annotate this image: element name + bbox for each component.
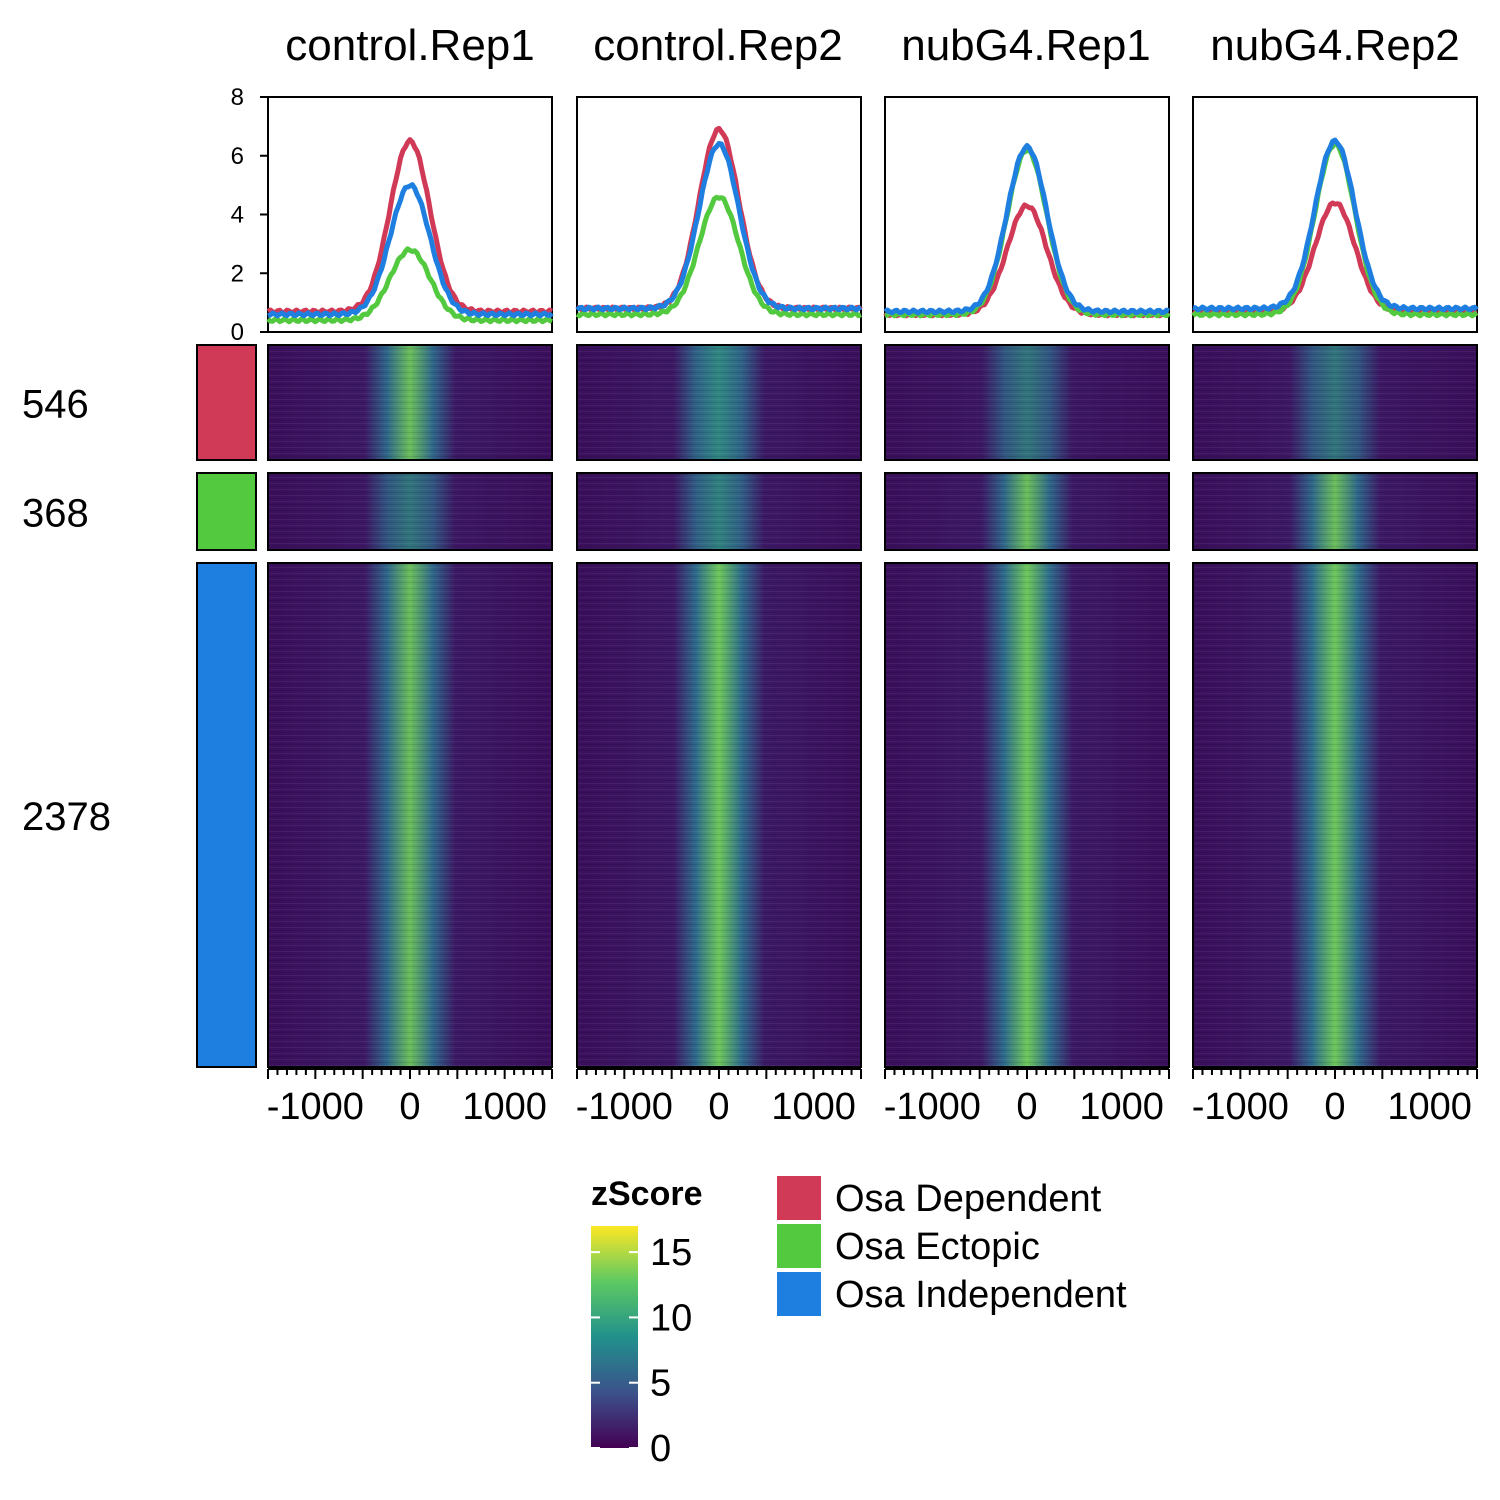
heatmap-row-texture [1193,563,1477,1067]
heatmap-panel [267,562,553,1068]
colorbar-tick-label: 15 [650,1232,692,1274]
profile-line [266,246,554,325]
heatmap-panel [1192,562,1478,1068]
x-tick-label: 1000 [771,1086,856,1128]
colorbar-tick-label: 5 [650,1363,671,1405]
y-tick-label: 6 [231,143,244,170]
x-tick-label: 1000 [462,1086,547,1128]
heatmap-row-texture [885,345,1169,460]
heatmap-row-texture [577,563,861,1067]
profile-line [575,194,862,319]
heatmap-frame [1192,344,1478,461]
profile-panel [1191,96,1479,333]
heatmap-panel [576,472,862,551]
legend-label: Osa Ectopic [835,1226,1040,1268]
colorbar-tick-label: 0 [650,1428,671,1470]
sample-title: nubG4.Rep2 [1210,21,1460,70]
heatmap-row-texture [1193,345,1477,460]
y-tick-label: 0 [231,319,244,346]
legend-swatch [777,1176,821,1220]
x-tick-label: 1000 [1387,1086,1472,1128]
x-tick-label: 0 [399,1086,420,1128]
y-tick-label: 4 [231,202,244,229]
x-tick-label: -1000 [1192,1086,1289,1128]
x-tick-label: 0 [708,1086,729,1128]
heatmap-panel [1192,344,1478,461]
heatmap-row-texture [885,473,1169,550]
heatmap-frame [267,472,553,551]
colorbar-gradient [591,1226,638,1448]
y-tick-label: 8 [231,84,244,111]
profile-frame [576,96,862,333]
heatmap-row-texture [268,473,552,550]
legend-label: Osa Dependent [835,1178,1102,1220]
cluster-color-block [196,344,257,461]
x-tick-label: -1000 [576,1086,673,1128]
heatmap-panel [884,344,1170,461]
heatmap-frame [884,562,1170,1068]
heatmap-panel [576,344,862,461]
profile-line [575,140,863,313]
heatmap-panel [267,472,553,551]
x-tick-label: 0 [1324,1086,1345,1128]
heatmap-panel [1192,472,1478,551]
heatmap-row-texture [885,563,1169,1067]
cluster-color-block [196,472,257,551]
heatmap-frame [1192,562,1478,1068]
heatmap-frame [1192,472,1478,551]
x-tick-label: -1000 [884,1086,981,1128]
heatmap-row-texture [577,473,861,550]
x-tick-label: 1000 [1079,1086,1164,1128]
profile-line [883,143,1170,316]
heatmap-panel [576,562,862,1068]
colorbar-tick-label: 10 [650,1297,692,1339]
sample-title: control.Rep2 [593,21,842,70]
profile-panel [266,96,554,333]
profile-panel [883,96,1171,333]
legend-swatch [777,1224,821,1268]
heatmap-row-texture [268,345,552,460]
profile-frame [267,96,553,333]
x-tick-label: -1000 [267,1086,364,1128]
heatmap-row-texture [268,563,552,1067]
profile-frame [1192,96,1478,333]
cluster-color-block [196,562,257,1068]
heatmap-panel [267,344,553,461]
x-tick-label: 0 [1016,1086,1037,1128]
sample-title: control.Rep1 [285,21,534,70]
y-tick-label: 2 [231,260,244,287]
colorbar-title: zScore [591,1175,703,1213]
heatmap-frame [576,472,862,551]
profile-panel [575,96,863,333]
profile-frame [884,96,1170,333]
heatmap-panel [884,472,1170,551]
profile-line [266,137,554,316]
heatmap-frame [267,562,553,1068]
heatmap-panel [884,562,1170,1068]
heatmap-frame [884,472,1170,551]
profile-line [267,182,554,319]
heatmap-row-texture [577,345,861,460]
sample-title: nubG4.Rep1 [901,21,1151,70]
cluster-count: 368 [22,492,89,536]
heatmap-frame [576,344,862,461]
profile-line [1192,137,1479,313]
heatmap-row-texture [1193,473,1477,550]
cluster-count: 546 [22,383,89,427]
heatmap-frame [576,562,862,1068]
cluster-count: 2378 [22,795,111,839]
heatmap-frame [267,344,553,461]
legend-swatch [777,1272,821,1316]
legend-label: Osa Independent [835,1274,1127,1316]
heatmap-frame [884,344,1170,461]
